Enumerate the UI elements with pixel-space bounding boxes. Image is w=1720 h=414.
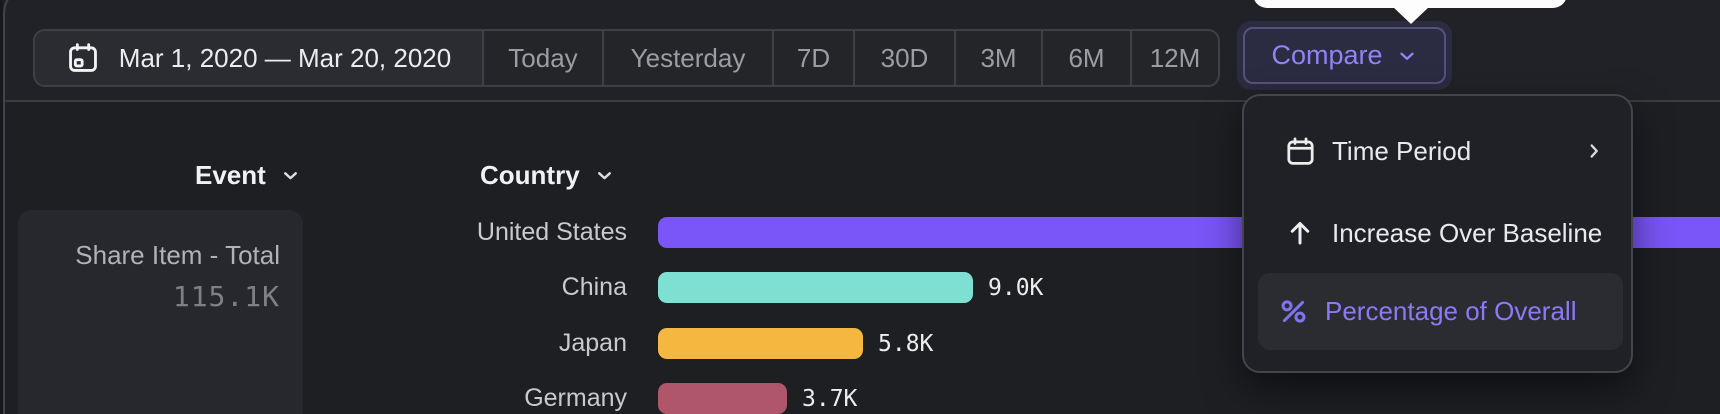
chevron-down-icon (280, 165, 301, 186)
bar-row: Japan 5.8K (0, 328, 1720, 359)
bar-row: Germany 3.7K (0, 383, 1720, 414)
menu-item-increase-over-baseline[interactable]: Increase Over Baseline (1244, 202, 1631, 264)
tooltip-cutoff (1253, 0, 1567, 8)
date-range-group: Mar 1, 2020 — Mar 20, 2020 Today Yesterd… (33, 29, 1220, 87)
topbar: Mar 1, 2020 — Mar 20, 2020 Today Yesterd… (0, 0, 1720, 102)
compare-menu: Time Period Increase Over Baseline (1242, 94, 1633, 373)
preset-6m[interactable]: 6M (1043, 31, 1132, 85)
preset-12m[interactable]: 12M (1149, 42, 1201, 73)
preset-yesterday[interactable]: Yesterday (604, 31, 774, 85)
menu-item-label: Percentage of Overall (1325, 296, 1577, 326)
menu-item-label: Increase Over Baseline (1332, 217, 1603, 248)
series-title: Share Item - Total (75, 240, 280, 270)
bar-category-label: China (561, 273, 627, 301)
bar-value: 9.0K (988, 275, 1044, 301)
preset-7d[interactable]: 7D (774, 31, 855, 85)
menu-item-label: Time Period (1332, 135, 1472, 166)
bar-category-label: Germany (524, 384, 627, 412)
bar-row: China 9.0K (0, 272, 1720, 303)
bar[interactable] (658, 383, 787, 414)
date-range-picker[interactable]: Mar 1, 2020 — Mar 20, 2020 (35, 31, 484, 85)
bar-value: 5.8K (878, 331, 934, 357)
preset-3m[interactable]: 3M (956, 31, 1043, 85)
country-dropdown[interactable]: Country (480, 160, 615, 190)
panel-edge-mask (0, 0, 3, 414)
preset-30d[interactable]: 30D (855, 31, 956, 85)
series-total-value: 115.1K (172, 280, 280, 313)
chevron-down-icon (594, 165, 615, 186)
event-dropdown[interactable]: Event (195, 160, 301, 190)
calendar-icon (1283, 135, 1317, 168)
country-dropdown-label: Country (480, 159, 580, 190)
compare-button-label: Compare (1271, 40, 1383, 70)
chevron-down-icon (1396, 45, 1418, 67)
bar[interactable] (658, 328, 863, 359)
menu-item-percentage-of-overall[interactable]: Percentage of Overall (1258, 273, 1623, 350)
preset-today[interactable]: Today (484, 31, 604, 85)
menu-item-time-period[interactable]: Time Period (1244, 120, 1631, 182)
bar[interactable] (658, 272, 973, 303)
series-summary-card[interactable]: Share Item - Total 115.1K (18, 210, 303, 414)
arrow-up-icon (1283, 218, 1317, 248)
bar-category-label: United States (476, 218, 627, 246)
event-dropdown-label: Event (195, 159, 266, 190)
bar-value: 3.7K (802, 386, 858, 412)
calendar-icon (66, 41, 100, 75)
bar-category-label: Japan (558, 329, 627, 357)
percent-icon (1276, 295, 1310, 328)
date-range-label: Mar 1, 2020 — Mar 20, 2020 (118, 42, 452, 73)
compare-button[interactable]: Compare (1237, 21, 1452, 90)
chevron-right-icon (1583, 140, 1605, 162)
